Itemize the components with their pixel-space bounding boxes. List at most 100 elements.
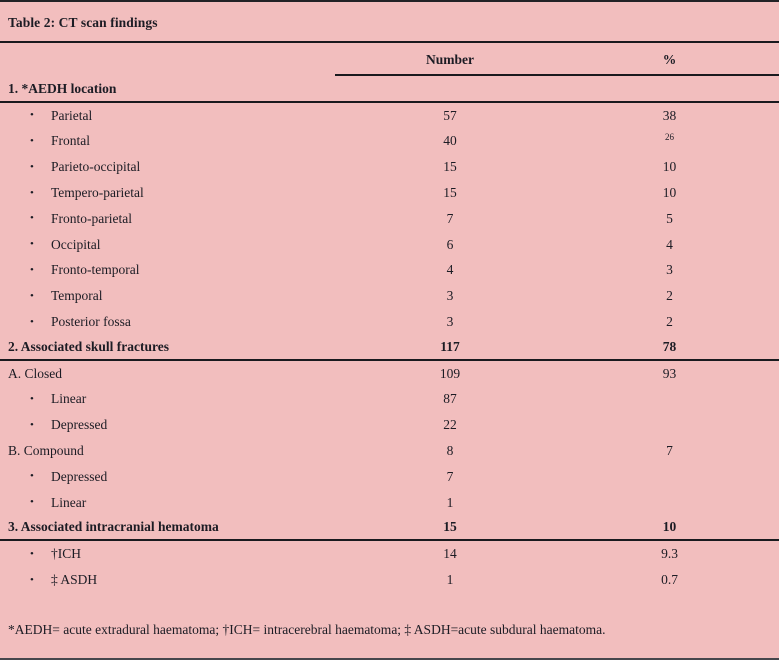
row-percent-value: 5 — [666, 210, 673, 226]
row-percent-value: 3 — [666, 262, 673, 278]
row-label: • Parieto-occipital — [0, 159, 340, 175]
row-number-value: 7 — [446, 210, 454, 226]
row-number-value: 109 — [439, 365, 461, 381]
row-number-value: 15 — [443, 185, 457, 201]
row-label: • Linear — [0, 495, 340, 511]
row-label-text: Temporal — [51, 288, 103, 304]
title-rule — [0, 41, 779, 43]
table-footnote: *AEDH= acute extradural haematoma; †ICH=… — [8, 622, 606, 637]
row-percent-value: 9.3 — [661, 546, 678, 562]
row-percent-value: 2 — [666, 314, 673, 330]
row-percent-value: 93 — [662, 365, 677, 381]
table-body: 1. *AEDH location • Parietal 57 38 • Frontal 40… — [0, 77, 779, 593]
row-label-text: Fronto-temporal — [51, 262, 140, 278]
table-row: 1. *AEDH location — [0, 77, 779, 103]
row-label-text: Depressed — [51, 417, 108, 433]
row-label: • Fronto-parietal — [0, 211, 340, 227]
row-percent-value: 2 — [666, 288, 673, 304]
row-label-text: Fronto-parietal — [51, 210, 132, 226]
row-label: • Tempero-parietal — [0, 185, 340, 201]
table-row: • ‡ ASDH 1 0.7 — [0, 567, 779, 593]
table-row: 3. Associated intracranial hematoma 15 10 — [0, 516, 779, 542]
row-label-text: ‡ ASDH — [51, 572, 98, 588]
bullet-icon: • — [30, 496, 34, 509]
row-number-value: 8 — [446, 443, 454, 459]
row-percent-value: 7 — [666, 443, 673, 459]
column-header-percent: % — [662, 52, 677, 67]
row-label-text: Linear — [51, 391, 87, 407]
row-label: • Parietal — [0, 108, 340, 124]
header-rule — [335, 74, 779, 76]
row-label: 1. *AEDH location — [8, 80, 117, 96]
row-number-value: 1 — [446, 494, 454, 510]
row-number-value: 57 — [443, 107, 457, 123]
table-row: • Parieto-occipital 15 10 — [0, 154, 779, 180]
row-label: • Depressed — [0, 417, 340, 433]
row-label: 3. Associated intracranial hematoma — [8, 519, 219, 535]
row-percent-value: 78 — [662, 338, 677, 354]
table-row: • Parietal 57 38 — [0, 103, 779, 129]
row-label-text: Depressed — [51, 468, 108, 484]
row-percent-value: 38 — [662, 107, 677, 123]
row-label-text: Occipital — [51, 236, 101, 252]
bullet-icon: • — [30, 573, 34, 586]
table-row: • Linear 87 — [0, 387, 779, 413]
row-number-value: 22 — [443, 417, 457, 433]
row-label: • Posterior fossa — [0, 314, 340, 330]
row-number-value: 40 — [443, 133, 457, 149]
bullet-icon: • — [30, 186, 34, 199]
bullet-icon: • — [30, 470, 34, 483]
row-percent-value: 4 — [666, 236, 673, 252]
row-label: • ‡ ASDH — [0, 572, 340, 588]
table-row: A. Closed 109 93 — [0, 361, 779, 387]
row-number-value: 117 — [440, 338, 460, 354]
bullet-icon: • — [30, 160, 34, 173]
row-label: • Frontal — [0, 133, 340, 149]
table-row: • Occipital 6 4 — [0, 232, 779, 258]
table-row: • Temporal 3 2 — [0, 283, 779, 309]
row-number-value: 3 — [446, 314, 454, 330]
table-row: • Linear 1 — [0, 490, 779, 516]
row-percent-value: 10 — [662, 185, 677, 201]
bullet-icon: • — [30, 547, 34, 560]
table-row: • Posterior fossa 3 2 — [0, 309, 779, 335]
bullet-icon: • — [30, 315, 34, 328]
row-percent-value: 26 — [665, 132, 674, 143]
row-label: • Temporal — [0, 288, 340, 304]
row-label-text: Tempero-parietal — [51, 185, 144, 201]
column-header-number: Number — [426, 52, 474, 67]
bullet-icon: • — [30, 392, 34, 405]
row-percent-value: 10 — [662, 519, 677, 535]
bullet-icon: • — [30, 418, 34, 431]
row-label: • Occipital — [0, 237, 340, 253]
table-row: B. Compound 8 7 — [0, 438, 779, 464]
table-row: • Depressed 7 — [0, 464, 779, 490]
row-label: • Fronto-temporal — [0, 262, 340, 278]
row-percent-value: 10 — [662, 159, 677, 175]
row-label: • Linear — [0, 391, 340, 407]
bullet-icon: • — [30, 289, 34, 302]
row-label: 2. Associated skull fractures — [8, 338, 169, 354]
row-number-value: 14 — [443, 546, 457, 562]
table-row: • Tempero-parietal 15 10 — [0, 180, 779, 206]
row-number-value: 3 — [446, 288, 454, 304]
table-row: • Frontal 40 26 — [0, 129, 779, 155]
row-label-text: Parietal — [51, 107, 93, 123]
row-label: A. Closed — [8, 365, 62, 381]
table-row: • Fronto-temporal 4 3 — [0, 258, 779, 284]
row-label-text: Linear — [51, 494, 87, 510]
bullet-icon: • — [30, 212, 34, 225]
table-title: Table 2: CT scan findings — [8, 15, 158, 30]
bullet-icon: • — [30, 109, 34, 122]
bullet-icon: • — [30, 263, 34, 276]
bullet-icon: • — [30, 238, 34, 251]
row-percent-value: 0.7 — [661, 572, 678, 588]
row-label-text: Parieto-occipital — [51, 159, 141, 175]
row-label-text: †ICH — [51, 546, 81, 562]
row-label: B. Compound — [8, 443, 84, 459]
row-number-value: 15 — [443, 519, 457, 535]
row-number-value: 87 — [443, 391, 457, 407]
row-label: • †ICH — [0, 546, 340, 562]
row-number-value: 4 — [446, 262, 454, 278]
